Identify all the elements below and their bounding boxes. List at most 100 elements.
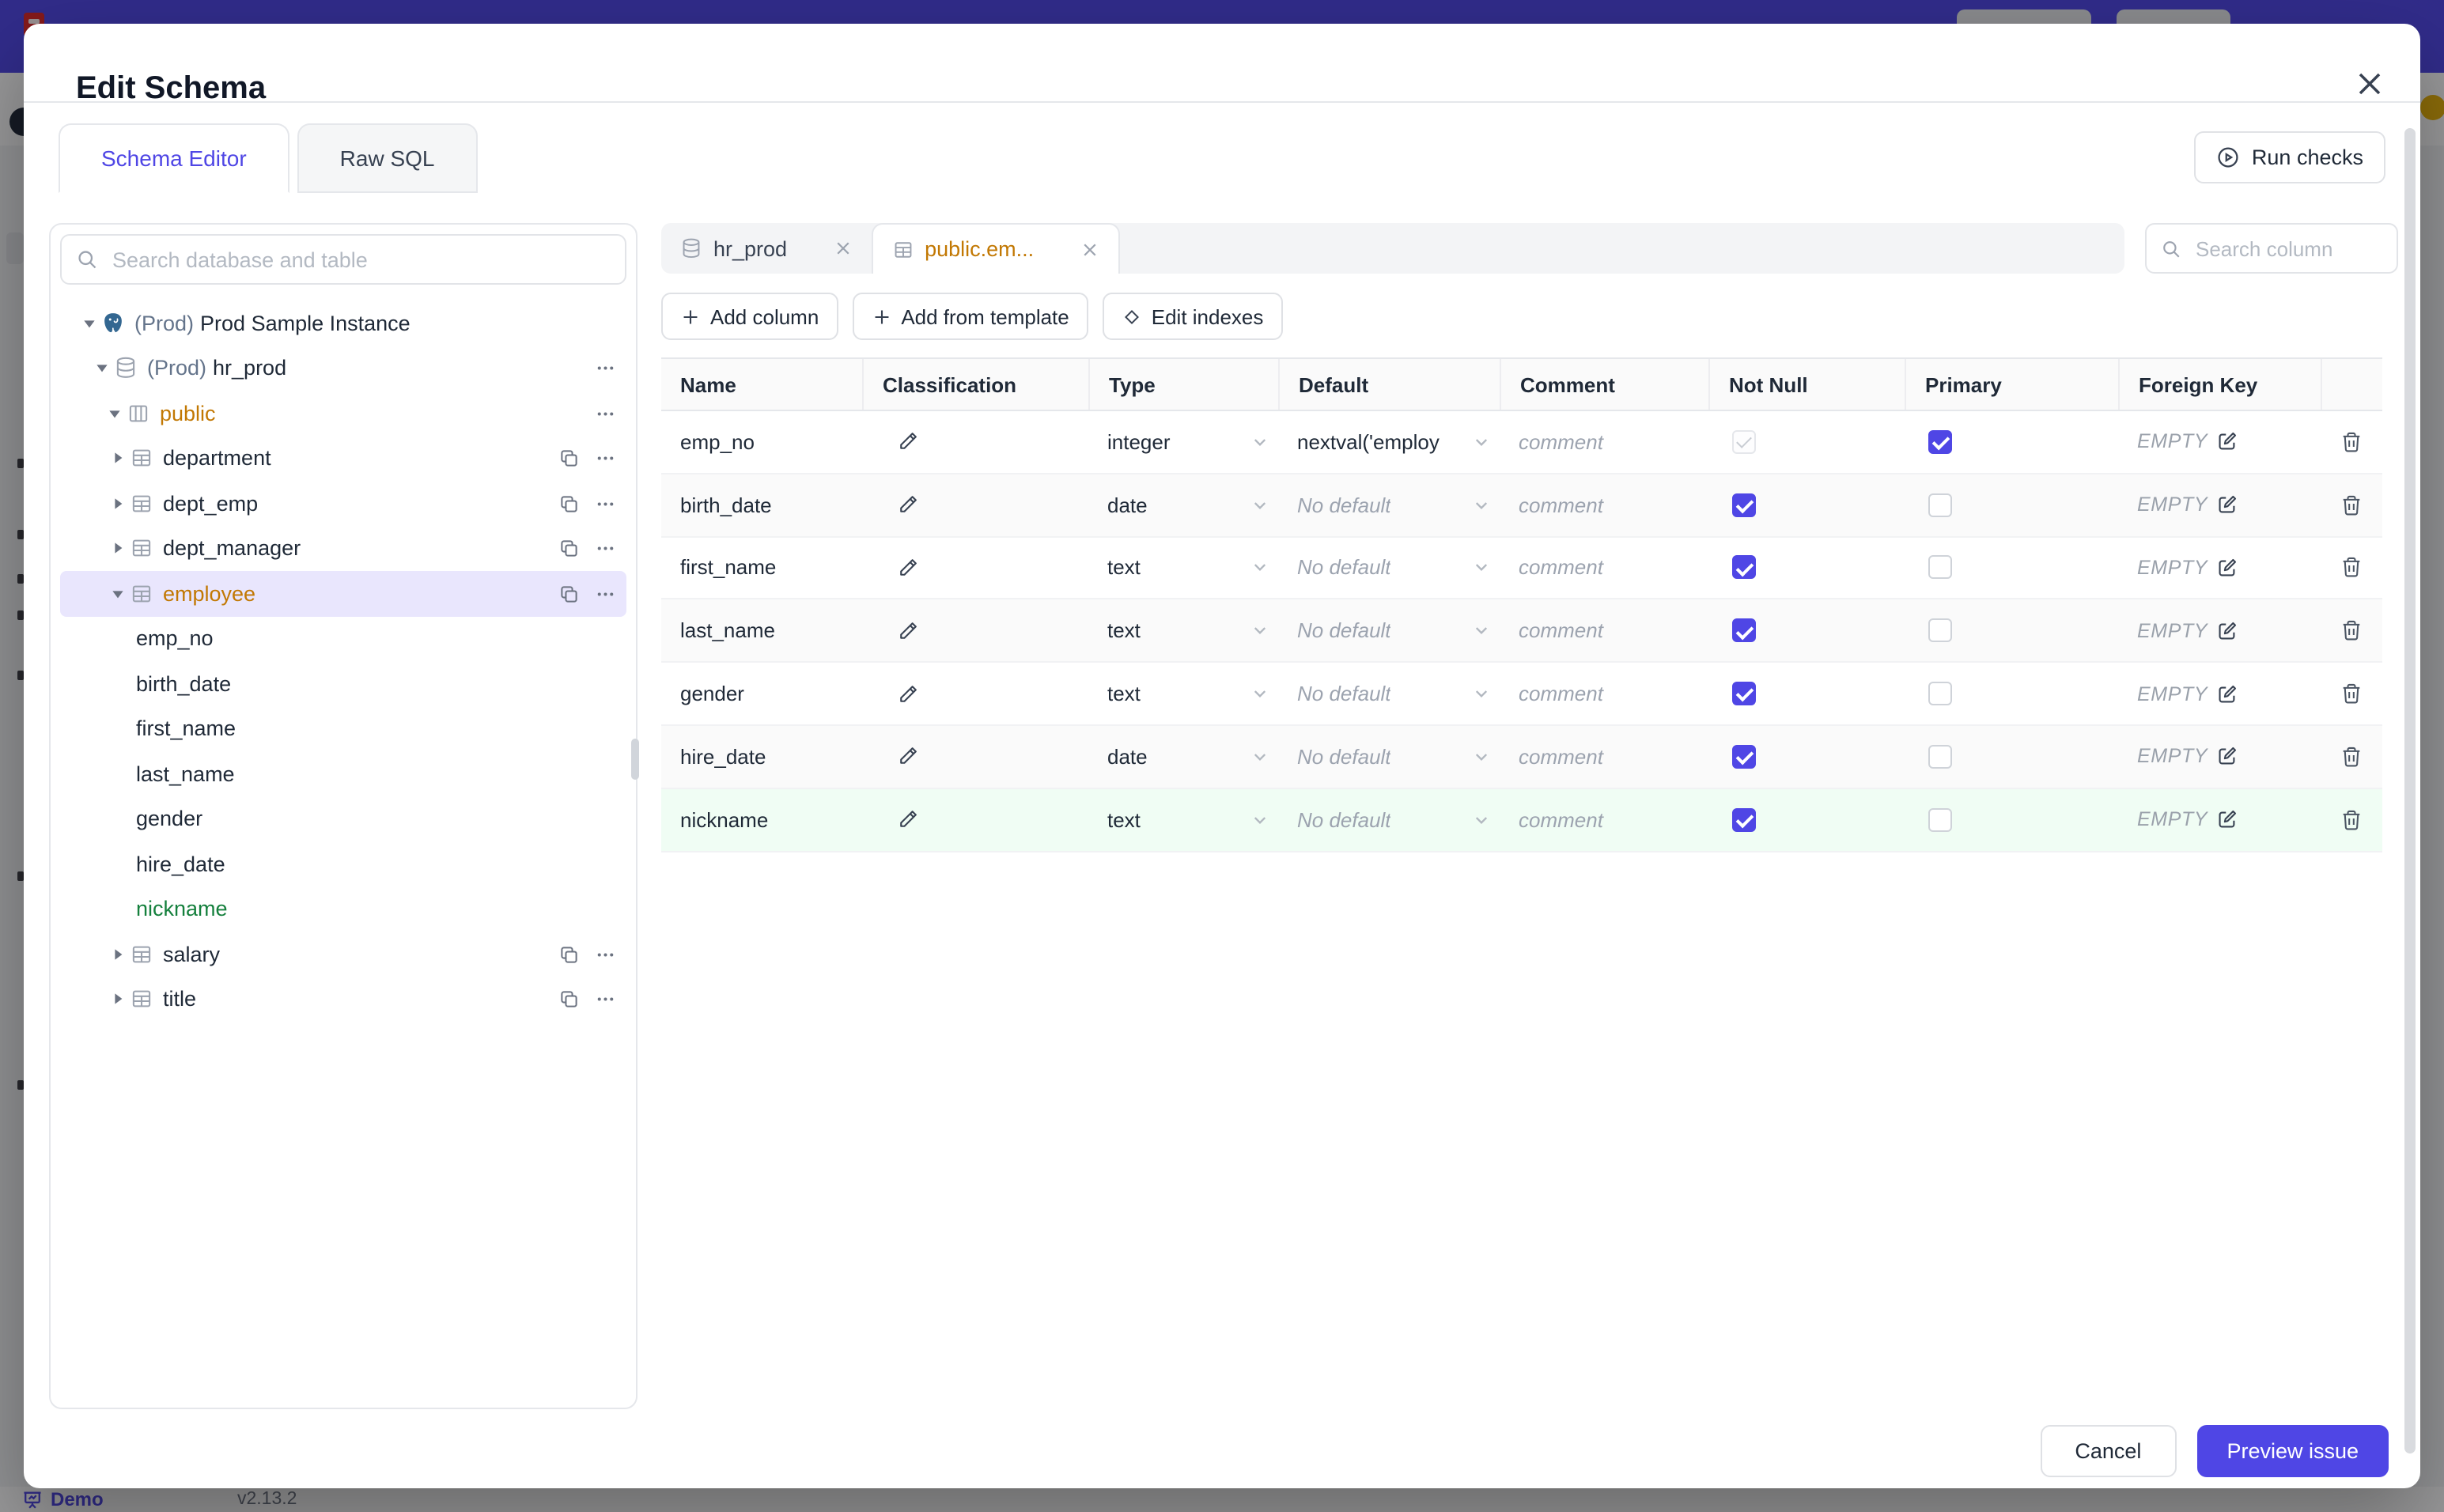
copy-icon[interactable] [558,538,580,559]
tree-table-salary[interactable]: salary [60,932,626,977]
comment-input[interactable]: comment [1519,555,1603,580]
delete-column-icon[interactable] [2340,807,2363,831]
primary-checkbox[interactable] [1928,682,1952,706]
not-null-checkbox[interactable] [1732,744,1756,769]
more-options-icon[interactable] [594,538,615,559]
not-null-checkbox[interactable] [1732,807,1756,832]
primary-checkbox[interactable] [1928,618,1952,643]
more-options-icon[interactable] [594,583,615,604]
classification-edit-icon[interactable] [897,682,919,705]
tree-column-nickname[interactable]: nickname [60,886,626,932]
column-default[interactable]: No default [1297,807,1391,832]
tree-table-employee[interactable]: employee [60,571,626,616]
tree-instance-Prod Sample Instance[interactable]: (Prod) Prod Sample Instance [60,301,626,346]
caret-right-icon[interactable] [104,992,130,1007]
chevron-down-icon[interactable] [1473,433,1500,451]
more-options-icon[interactable] [594,448,615,469]
open-tab-hr_prod[interactable]: hr_prod [661,223,871,274]
edit-foreign-key-icon[interactable] [2215,682,2238,705]
more-options-icon[interactable] [594,943,615,965]
copy-icon[interactable] [558,583,580,604]
copy-icon[interactable] [558,493,580,514]
chevron-down-icon[interactable] [1473,622,1500,640]
column-name[interactable]: gender [680,682,744,706]
column-name[interactable]: first_name [680,555,777,580]
not-null-checkbox[interactable] [1732,682,1756,706]
primary-checkbox[interactable] [1928,744,1952,769]
column-default[interactable]: No default [1297,744,1391,769]
copy-icon[interactable] [558,943,580,965]
chevron-down-icon[interactable] [1473,811,1500,828]
edit-foreign-key-icon[interactable] [2215,808,2238,830]
tree-column-hire_date[interactable]: hire_date [60,841,626,886]
demo-link[interactable]: Demo [22,1488,104,1510]
chevron-down-icon[interactable] [1251,433,1278,451]
column-type[interactable]: integer [1107,429,1171,454]
tree-schema-public[interactable]: public [60,391,626,436]
more-options-icon[interactable] [594,493,615,514]
column-type[interactable]: date [1107,744,1148,769]
edit-foreign-key-icon[interactable] [2215,746,2238,768]
chevron-down-icon[interactable] [1473,496,1500,513]
comment-input[interactable]: comment [1519,429,1603,454]
delete-column-icon[interactable] [2340,682,2363,705]
classification-edit-icon[interactable] [897,431,919,453]
delete-column-icon[interactable] [2340,619,2363,643]
add-from-template-button[interactable]: Add from template [852,293,1088,340]
primary-checkbox[interactable] [1928,555,1952,580]
caret-right-icon[interactable] [104,947,130,962]
not-null-checkbox[interactable] [1732,493,1756,517]
tree-column-emp_no[interactable]: emp_no [60,616,626,661]
tab-schema-editor[interactable]: Schema Editor [59,123,289,193]
comment-input[interactable]: comment [1519,807,1603,832]
chevron-down-icon[interactable] [1251,622,1278,640]
caret-down-icon[interactable] [101,406,127,421]
cancel-button[interactable]: Cancel [2040,1425,2177,1477]
primary-checkbox[interactable] [1928,493,1952,517]
chevron-down-icon[interactable] [1473,685,1500,702]
column-type[interactable]: date [1107,493,1148,517]
column-name[interactable]: last_name [680,618,775,643]
primary-checkbox[interactable] [1928,807,1952,832]
column-type[interactable]: text [1107,618,1141,643]
chevron-down-icon[interactable] [1251,685,1278,702]
delete-column-icon[interactable] [2340,745,2363,769]
edit-foreign-key-icon[interactable] [2215,557,2238,579]
primary-checkbox[interactable] [1928,429,1952,454]
chevron-down-icon[interactable] [1251,748,1278,765]
tab-raw-sql[interactable]: Raw SQL [297,123,478,193]
close-tab-icon[interactable] [833,239,852,258]
chevron-down-icon[interactable] [1473,559,1500,576]
caret-right-icon[interactable] [104,497,130,511]
comment-input[interactable]: comment [1519,493,1603,517]
tree-table-department[interactable]: department [60,436,626,481]
delete-column-icon[interactable] [2340,493,2363,516]
caret-down-icon[interactable] [104,587,130,601]
tree-table-dept_manager[interactable]: dept_manager [60,526,626,571]
column-default[interactable]: No default [1297,682,1391,706]
comment-input[interactable]: comment [1519,744,1603,769]
run-checks-button[interactable]: Run checks [2194,131,2385,183]
tree-column-first_name[interactable]: first_name [60,706,626,751]
column-default[interactable]: nextval('employ [1297,429,1440,454]
edit-indexes-button[interactable]: Edit indexes [1102,293,1283,340]
column-name[interactable]: birth_date [680,493,772,517]
tree-database-hr_prod[interactable]: (Prod) hr_prod [60,346,626,391]
column-type[interactable]: text [1107,555,1141,580]
chevron-down-icon[interactable] [1251,559,1278,576]
column-name[interactable]: emp_no [680,429,755,454]
classification-edit-icon[interactable] [897,493,919,516]
open-tab-publicem[interactable]: public.em... [871,223,1120,274]
classification-edit-icon[interactable] [897,620,919,642]
copy-icon[interactable] [558,448,580,469]
delete-column-icon[interactable] [2340,430,2363,454]
column-default[interactable]: No default [1297,618,1391,643]
panel-resize-handle[interactable] [631,739,639,780]
modal-scrollbar-thumb[interactable] [2404,128,2416,1453]
column-search-input[interactable] [2192,235,2382,262]
tree-table-dept_emp[interactable]: dept_emp [60,481,626,526]
copy-icon[interactable] [558,988,580,1010]
column-type[interactable]: text [1107,807,1141,832]
preview-issue-button[interactable]: Preview issue [2196,1425,2389,1477]
classification-edit-icon[interactable] [897,557,919,579]
